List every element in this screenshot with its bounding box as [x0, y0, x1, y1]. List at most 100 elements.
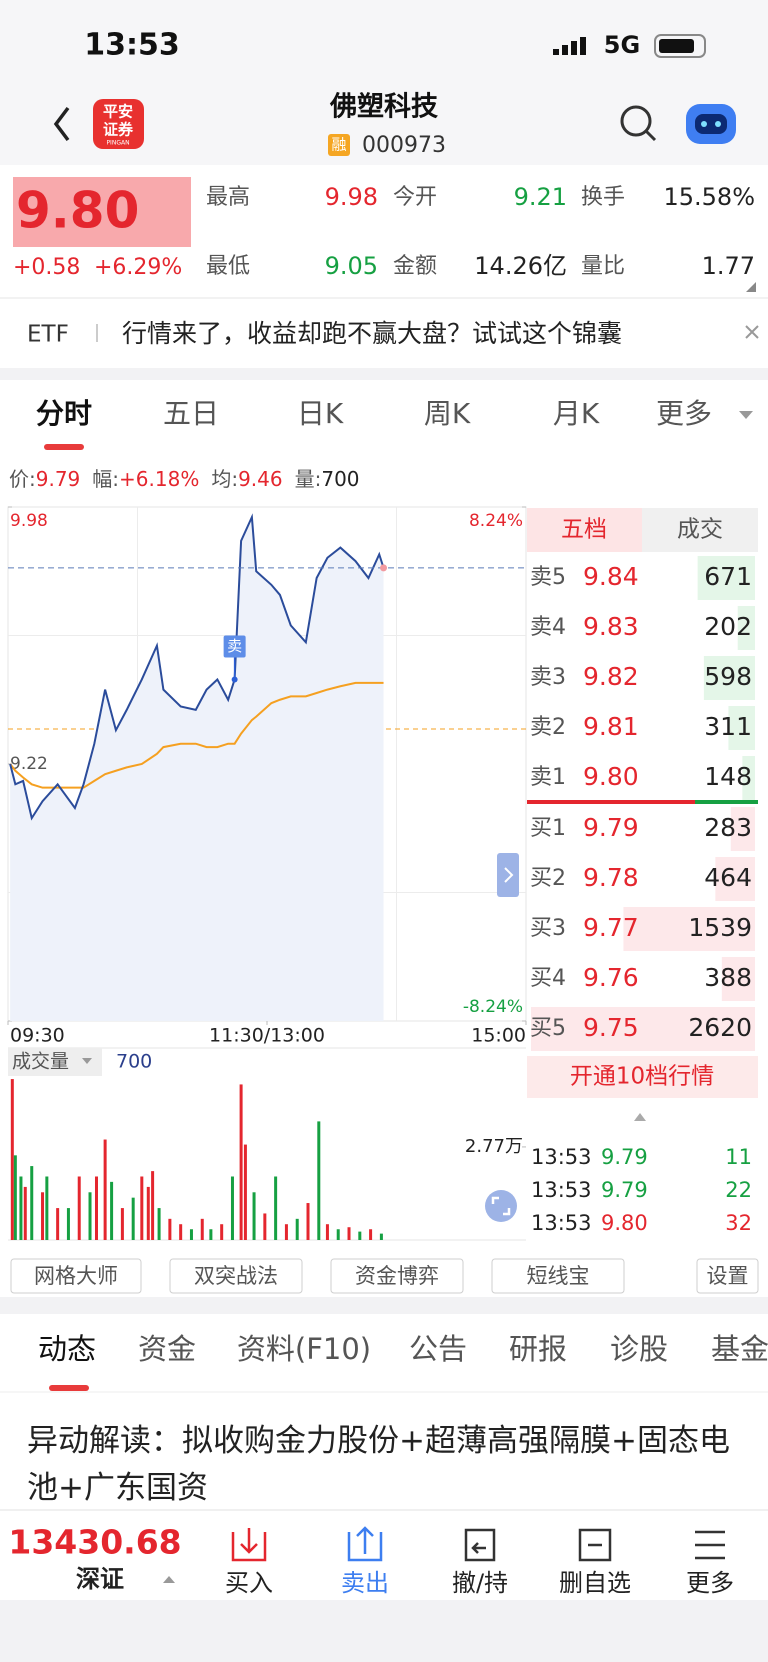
volume-title[interactable]: 成交量 [12, 1051, 69, 1073]
action-label[interactable]: 撤/持 [452, 1569, 508, 1597]
volume-bar [179, 1224, 183, 1240]
volume-bar [230, 1176, 234, 1240]
action-label[interactable]: 买入 [225, 1569, 273, 1597]
tool-button[interactable] [491, 1258, 625, 1294]
book-price: 9.81 [583, 712, 639, 741]
volume-bar [379, 1233, 383, 1240]
fullscreen-button[interactable] [485, 1190, 517, 1222]
volume-bar [10, 1079, 14, 1240]
banner-tag: ETF [27, 322, 69, 348]
book-volume: 311 [704, 712, 752, 741]
news-box[interactable]: 异动解读：拟收购金力股份+超薄高强隔膜+固态电池+广东国资 [27, 1418, 742, 1514]
section-tab[interactable]: 资金 [138, 1332, 196, 1366]
book-label: 卖3 [530, 665, 566, 690]
volume-bar [317, 1121, 321, 1240]
action-label[interactable]: 删自选 [559, 1569, 631, 1597]
volume-bar [306, 1203, 310, 1240]
chart-tab[interactable]: 日K [297, 397, 344, 430]
volume-bar [347, 1227, 351, 1240]
volume-bar [120, 1208, 124, 1240]
y-tick-label: 9.22 [10, 754, 48, 774]
book-price: 9.79 [583, 813, 639, 842]
section-tab[interactable]: 基金 [711, 1332, 768, 1366]
chart-tab[interactable]: 分时 [36, 397, 92, 430]
volume-bar [151, 1171, 155, 1240]
action-icon[interactable] [231, 1528, 267, 1562]
y2-tick-label: -8.24% [463, 997, 523, 1017]
tool-label[interactable]: 网格大师 [34, 1264, 118, 1288]
action-icon[interactable] [578, 1528, 612, 1562]
expand-button[interactable] [497, 853, 519, 897]
action-icon[interactable] [695, 1530, 725, 1560]
index-value[interactable]: 13430.68 [8, 1523, 181, 1562]
depth-bar [730, 807, 755, 851]
book-price: 9.84 [583, 562, 639, 591]
volume-bar [220, 1224, 224, 1240]
info-label: 均: [211, 467, 238, 491]
depth-bar [715, 857, 755, 901]
volume-bar [13, 1155, 17, 1240]
fullscreen-icon [491, 1196, 511, 1216]
average-line [9, 681, 384, 789]
info-label: 幅: [92, 467, 119, 491]
chart-tab[interactable]: 更多 [656, 397, 712, 430]
tool-label[interactable]: 资金博弈 [355, 1264, 439, 1288]
action-label[interactable]: 更多 [686, 1569, 734, 1597]
tool-label[interactable]: 设置 [707, 1264, 749, 1288]
tool-button[interactable] [696, 1258, 759, 1294]
stat-value: 9.21 [514, 183, 567, 211]
volume-bar [110, 1181, 114, 1240]
tool-label[interactable]: 短线宝 [527, 1264, 590, 1288]
depth-bar [703, 656, 755, 700]
news-headline[interactable]: 异动解读：拟收购金力股份+超薄高强隔膜+固态电池+广东国资 [27, 1423, 730, 1506]
volume-bar [200, 1218, 204, 1240]
chart-tab[interactable]: 月K [553, 397, 600, 430]
info-value: 9.46 [238, 467, 283, 491]
trade-badge [223, 635, 246, 658]
section-tab[interactable]: 动态 [38, 1332, 96, 1366]
book-tab-bg [642, 508, 758, 552]
info-value: 9.79 [36, 467, 81, 491]
tool-button[interactable] [10, 1258, 142, 1294]
assistant-face [695, 114, 727, 134]
section-tab[interactable]: 诊股 [610, 1332, 668, 1366]
stat-value: 1.77 [702, 252, 755, 280]
logo [93, 99, 144, 149]
book-volume: 283 [704, 813, 752, 842]
logo-text: 证券 [103, 121, 134, 139]
book-tab[interactable]: 成交 [677, 517, 723, 543]
upgrade-bg[interactable] [527, 1056, 758, 1098]
action-icon[interactable] [464, 1528, 496, 1562]
book-label: 买2 [530, 866, 566, 891]
volume-bar [284, 1224, 288, 1240]
back-button[interactable] [53, 106, 70, 142]
volume-bar [131, 1197, 135, 1240]
info-value: 700 [321, 467, 359, 491]
banner-text[interactable]: 行情来了，收益却跑不赢大盘？试试这个锦囊 [122, 319, 622, 348]
book-tab[interactable]: 五档 [561, 517, 607, 543]
tool-button[interactable] [169, 1258, 303, 1294]
book-volume: 202 [704, 612, 752, 641]
stat-value: 14.26亿 [474, 252, 567, 280]
section-tab[interactable]: 研报 [509, 1332, 567, 1366]
dropdown-arrow [739, 411, 753, 419]
section-tab[interactable]: 公告 [409, 1332, 467, 1366]
network-type: 5G [604, 31, 640, 59]
section-tab[interactable]: 资料(F10) [237, 1332, 371, 1366]
upgrade-link[interactable]: 开通10档行情 [570, 1064, 714, 1090]
search-button[interactable] [620, 105, 652, 137]
action-icon[interactable] [347, 1526, 383, 1562]
chart-tab[interactable]: 周K [424, 397, 471, 430]
depth-bar [721, 957, 755, 1001]
close-banner[interactable] [745, 325, 759, 339]
volume-bar [252, 1192, 256, 1240]
news-bg [0, 1314, 768, 1510]
tool-label[interactable]: 双突战法 [194, 1264, 278, 1288]
chart-tab[interactable]: 五日 [163, 397, 219, 430]
tool-button[interactable] [330, 1258, 464, 1294]
index-arrow [163, 1576, 175, 1583]
battery-level [659, 39, 694, 53]
book-volume: 464 [704, 863, 752, 892]
change: +0.58 [13, 255, 80, 280]
action-label[interactable]: 卖出 [341, 1569, 389, 1597]
